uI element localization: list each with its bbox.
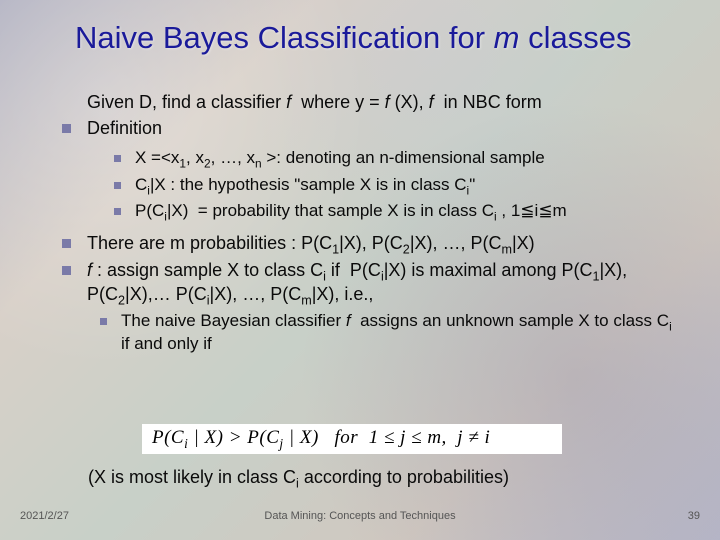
- footer-center: Data Mining: Concepts and Techniques: [0, 510, 720, 522]
- slide: Naive Bayes Classification for m classes…: [0, 0, 720, 540]
- bullet-definition: Definition: [62, 116, 680, 140]
- closing-line: (X is most likely in class Ci according …: [88, 467, 680, 488]
- bullet-definition-text: Definition: [87, 116, 680, 140]
- bullet-square-icon: [100, 318, 107, 325]
- bullet-square-icon: [62, 124, 71, 133]
- sub-nbc-text: The naive Bayesian classifier f assigns …: [121, 310, 680, 356]
- footer-page: 39: [688, 510, 700, 522]
- formula-box: P(Ci | X) > P(Cj | X) for 1 ≤ j ≤ m, j ≠…: [142, 424, 562, 454]
- slide-footer: 2021/2/27 Data Mining: Concepts and Tech…: [0, 510, 720, 530]
- sub-nbc: The naive Bayesian classifier f assigns …: [100, 310, 680, 356]
- sub-ci-def: Ci|X : the hypothesis "sample X is in cl…: [114, 174, 680, 197]
- bullet-square-icon: [62, 266, 71, 275]
- title-prefix: Naive Bayes Classification for: [75, 20, 494, 55]
- intro-line: Given D, find a classifier f where y = f…: [62, 90, 680, 114]
- slide-title: Naive Bayes Classification for m classes: [75, 20, 690, 56]
- bullet-m-probs-text: There are m probabilities : P(C1|X), P(C…: [87, 231, 680, 255]
- bullet-f-assign-text: f : assign sample X to class Ci if P(Ci|…: [87, 258, 680, 307]
- title-m: m: [494, 20, 520, 55]
- bullet-m-probs: There are m probabilities : P(C1|X), P(C…: [62, 231, 680, 255]
- bullet-f-assign: f : assign sample X to class Ci if P(Ci|…: [62, 258, 680, 307]
- bullet-square-icon: [114, 208, 121, 215]
- bullet-square-icon: [114, 182, 121, 189]
- slide-body: Given D, find a classifier f where y = f…: [62, 90, 680, 364]
- sub-pci-def: P(Ci|X) = probability that sample X is i…: [114, 200, 680, 223]
- title-suffix: classes: [520, 20, 632, 55]
- sub-ci-text: Ci|X : the hypothesis "sample X is in cl…: [135, 174, 680, 197]
- sub-x-text: X =<x1, x2, …, xn >: denoting an n-dimen…: [135, 147, 680, 170]
- f-sub-block: The naive Bayesian classifier f assigns …: [100, 310, 680, 356]
- bullet-square-icon: [62, 239, 71, 248]
- sub-x-def: X =<x1, x2, …, xn >: denoting an n-dimen…: [114, 147, 680, 170]
- definition-sub-block: X =<x1, x2, …, xn >: denoting an n-dimen…: [114, 147, 680, 224]
- formula-row: P(Ci | X) > P(Cj | X) for 1 ≤ j ≤ m, j ≠…: [142, 424, 660, 454]
- intro-text: Given D, find a classifier f where y = f…: [87, 92, 542, 112]
- sub-pci-text: P(Ci|X) = probability that sample X is i…: [135, 200, 680, 223]
- bullet-square-icon: [114, 155, 121, 162]
